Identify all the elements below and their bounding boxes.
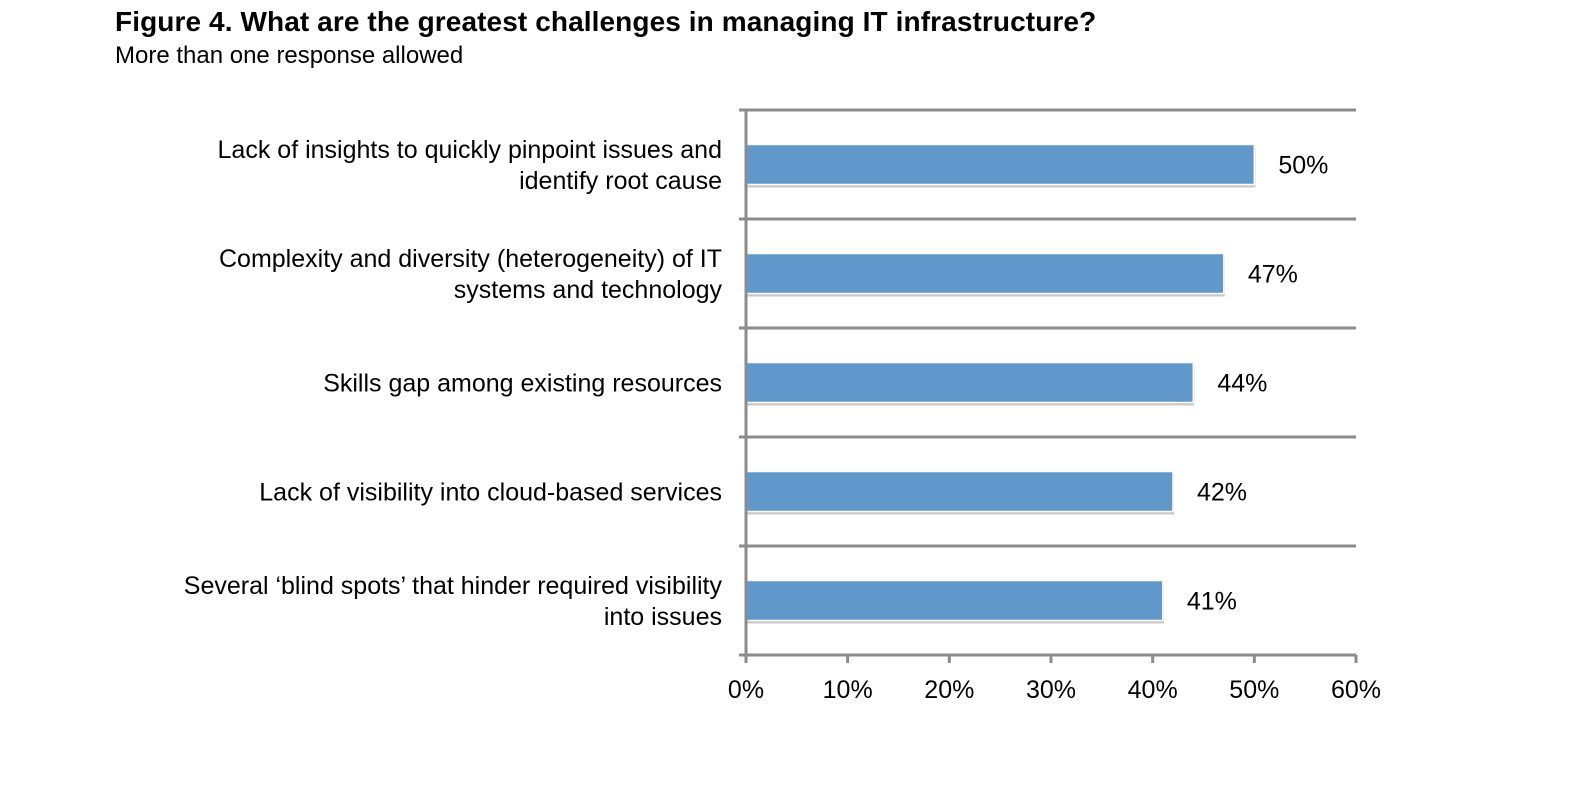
category-label: identify root cause (519, 167, 722, 195)
x-tick-label: 60% (1331, 676, 1381, 704)
category-label: systems and technology (454, 276, 723, 304)
x-tick-label: 0% (728, 676, 764, 704)
data-label: 41% (1187, 588, 1237, 616)
data-label: 47% (1248, 261, 1298, 289)
category-label: into issues (604, 603, 722, 631)
category-label: Complexity and diversity (heterogeneity)… (219, 245, 722, 273)
chart-subtitle: More than one response allowed (115, 42, 464, 69)
labels: 50% Lack of insights to quickly pinpoint … (184, 136, 1381, 704)
x-tick-label: 40% (1128, 676, 1178, 704)
category-label: Lack of visibility into cloud-based serv… (259, 479, 722, 507)
x-tick-label: 30% (1026, 676, 1076, 704)
bar (745, 252, 1225, 295)
bar (745, 143, 1256, 186)
data-label: 44% (1217, 370, 1267, 398)
data-label: 50% (1278, 152, 1328, 180)
bar (745, 470, 1174, 513)
bar (745, 361, 1195, 404)
x-tick-label: 20% (924, 676, 974, 704)
category-label: Several ‘blind spots’ that hinder requir… (184, 572, 723, 600)
category-label: Lack of insights to quickly pinpoint iss… (218, 136, 722, 164)
grid-lines (739, 108, 1356, 548)
chart-title: Figure 4. What are the greatest challeng… (115, 6, 1097, 37)
category-label: Skills gap among existing resources (323, 370, 722, 398)
bars (745, 143, 1256, 624)
axes (739, 110, 1358, 663)
x-tick-label: 10% (823, 676, 873, 704)
x-tick-label: 50% (1229, 676, 1279, 704)
bar (745, 579, 1164, 622)
data-label: 42% (1197, 479, 1247, 507)
